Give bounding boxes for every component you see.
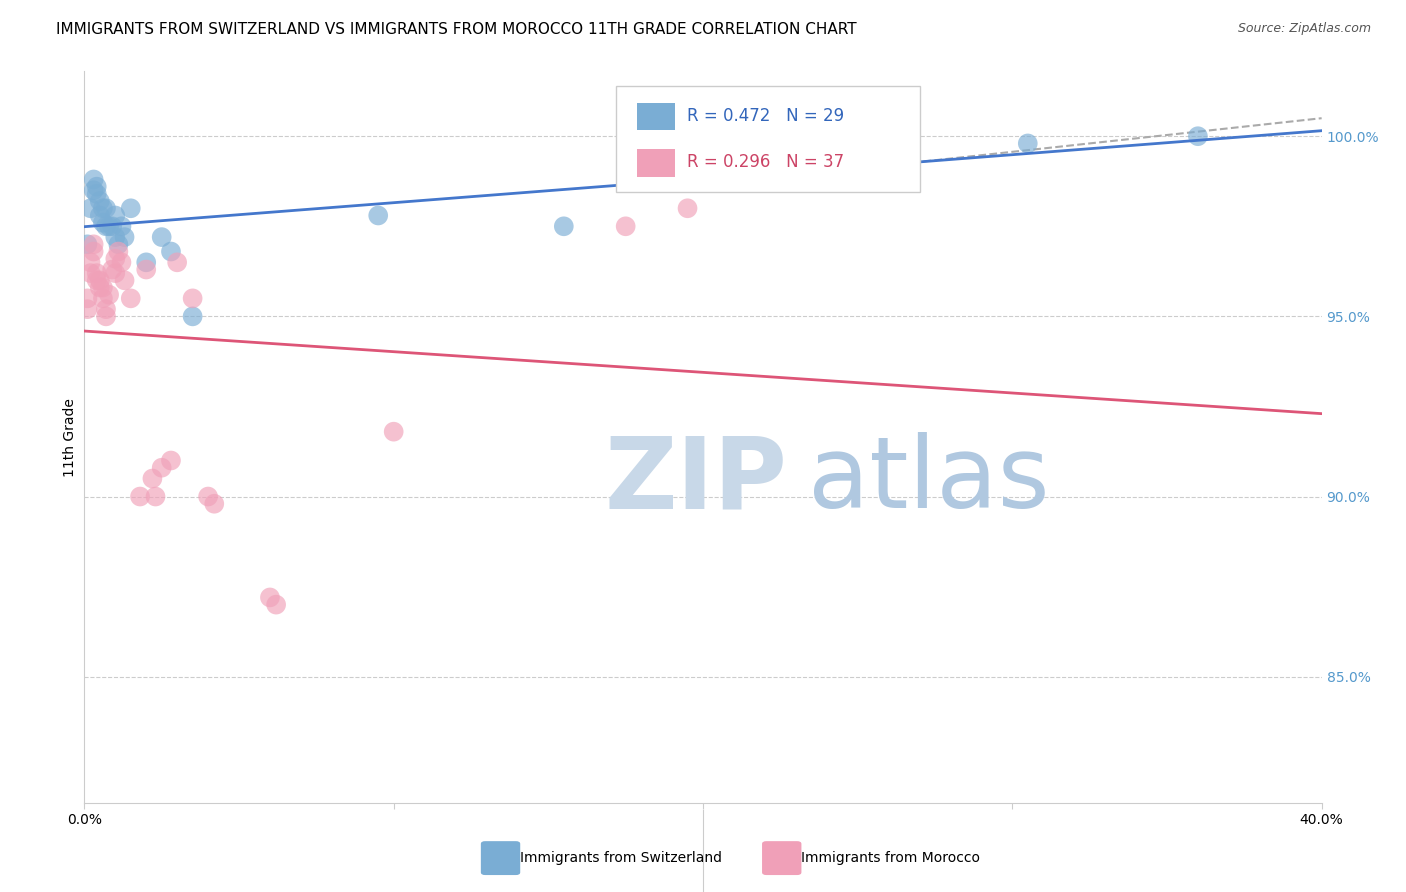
Point bbox=[86, 186, 108, 201]
Point bbox=[104, 252, 127, 266]
Point bbox=[197, 490, 219, 504]
Point bbox=[76, 237, 98, 252]
Point bbox=[150, 230, 173, 244]
Point bbox=[150, 460, 173, 475]
Point bbox=[83, 183, 105, 197]
Point bbox=[91, 280, 114, 294]
Point bbox=[79, 255, 101, 269]
Bar bbox=[637, 149, 675, 177]
Point bbox=[94, 219, 117, 234]
Point bbox=[98, 287, 121, 301]
Point bbox=[202, 497, 225, 511]
Point bbox=[91, 201, 114, 215]
Text: R = 0.472   N = 29: R = 0.472 N = 29 bbox=[688, 107, 844, 125]
Y-axis label: 11th Grade: 11th Grade bbox=[63, 398, 77, 476]
Point bbox=[160, 453, 183, 467]
Point bbox=[181, 291, 204, 305]
Point bbox=[129, 490, 152, 504]
Point bbox=[114, 230, 136, 244]
Point bbox=[614, 219, 637, 234]
Point bbox=[104, 266, 127, 280]
Point bbox=[1017, 136, 1039, 151]
Point bbox=[94, 201, 117, 215]
Point bbox=[98, 219, 121, 234]
Point bbox=[110, 255, 132, 269]
Point bbox=[893, 129, 915, 144]
Point bbox=[120, 291, 142, 305]
Point bbox=[79, 266, 101, 280]
Point bbox=[166, 255, 188, 269]
Point bbox=[676, 201, 699, 215]
Point bbox=[264, 598, 287, 612]
Point bbox=[1187, 129, 1209, 144]
Point bbox=[181, 310, 204, 324]
Point bbox=[89, 209, 111, 223]
Text: Source: ZipAtlas.com: Source: ZipAtlas.com bbox=[1237, 22, 1371, 36]
Point bbox=[89, 273, 111, 287]
Point bbox=[83, 244, 105, 259]
Point bbox=[83, 172, 105, 186]
Text: atlas: atlas bbox=[808, 433, 1050, 530]
Point bbox=[76, 291, 98, 305]
Point bbox=[94, 310, 117, 324]
Point bbox=[94, 302, 117, 317]
Point bbox=[101, 262, 124, 277]
Point bbox=[89, 194, 111, 208]
Point bbox=[120, 201, 142, 215]
Point bbox=[145, 490, 167, 504]
Text: IMMIGRANTS FROM SWITZERLAND VS IMMIGRANTS FROM MOROCCO 11TH GRADE CORRELATION CH: IMMIGRANTS FROM SWITZERLAND VS IMMIGRANT… bbox=[56, 22, 856, 37]
Point bbox=[382, 425, 405, 439]
Text: Immigrants from Morocco: Immigrants from Morocco bbox=[801, 851, 980, 865]
FancyBboxPatch shape bbox=[616, 86, 920, 192]
Point bbox=[79, 201, 101, 215]
Point bbox=[83, 237, 105, 252]
Point bbox=[91, 291, 114, 305]
Point bbox=[86, 179, 108, 194]
Point bbox=[135, 262, 157, 277]
Point bbox=[104, 230, 127, 244]
Text: ZIP: ZIP bbox=[605, 433, 787, 530]
Point bbox=[89, 280, 111, 294]
Point bbox=[141, 471, 163, 485]
Point bbox=[86, 273, 108, 287]
Point bbox=[259, 591, 281, 605]
Point bbox=[107, 244, 129, 259]
Text: Immigrants from Switzerland: Immigrants from Switzerland bbox=[520, 851, 723, 865]
Text: R = 0.296   N = 37: R = 0.296 N = 37 bbox=[688, 153, 844, 171]
Point bbox=[367, 209, 389, 223]
Point bbox=[135, 255, 157, 269]
Point bbox=[91, 216, 114, 230]
Point bbox=[114, 273, 136, 287]
Point bbox=[160, 244, 183, 259]
Point bbox=[76, 302, 98, 317]
Point bbox=[110, 219, 132, 234]
Point bbox=[101, 219, 124, 234]
Point bbox=[107, 237, 129, 252]
Point bbox=[553, 219, 575, 234]
Point bbox=[104, 209, 127, 223]
Point bbox=[86, 266, 108, 280]
Bar bbox=[637, 103, 675, 130]
